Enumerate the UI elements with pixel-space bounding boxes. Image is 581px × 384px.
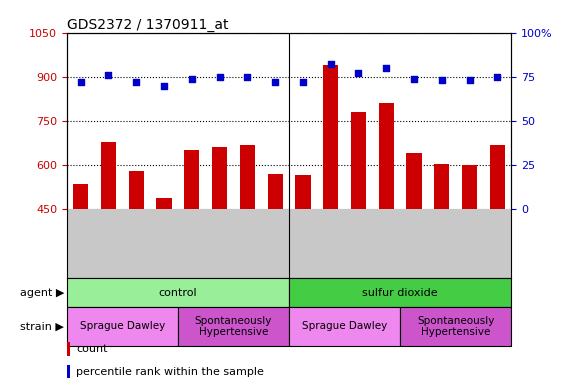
Bar: [101, 142, 116, 209]
Text: count: count: [76, 344, 107, 354]
FancyBboxPatch shape: [67, 307, 178, 346]
Text: sulfur dioxide: sulfur dioxide: [363, 288, 438, 298]
Bar: [67, 365, 70, 379]
FancyBboxPatch shape: [400, 307, 511, 346]
Text: Sprague Dawley: Sprague Dawley: [302, 321, 387, 331]
Bar: [323, 65, 338, 209]
Bar: [73, 184, 88, 209]
FancyBboxPatch shape: [67, 278, 289, 307]
Point: [104, 72, 113, 78]
Bar: [240, 144, 255, 209]
Bar: [184, 151, 199, 209]
Point: [410, 76, 419, 82]
Point: [465, 77, 474, 83]
Bar: [212, 147, 227, 209]
Bar: [67, 342, 70, 356]
Point: [437, 77, 446, 83]
Bar: [351, 112, 366, 209]
Bar: [462, 165, 477, 209]
Bar: [156, 197, 171, 209]
Point: [243, 74, 252, 80]
Text: Spontaneously
Hypertensive: Spontaneously Hypertensive: [195, 316, 272, 337]
Text: GDS2372 / 1370911_at: GDS2372 / 1370911_at: [67, 18, 228, 31]
FancyBboxPatch shape: [289, 278, 511, 307]
Bar: [490, 144, 505, 209]
Point: [271, 79, 280, 85]
Bar: [295, 175, 311, 209]
FancyBboxPatch shape: [178, 307, 289, 346]
Text: agent ▶: agent ▶: [20, 288, 64, 298]
Text: percentile rank within the sample: percentile rank within the sample: [76, 366, 264, 377]
Text: Sprague Dawley: Sprague Dawley: [80, 321, 165, 331]
Point: [76, 79, 85, 85]
Text: strain ▶: strain ▶: [20, 321, 64, 331]
Bar: [407, 153, 422, 209]
Point: [493, 74, 502, 80]
Point: [215, 74, 224, 80]
FancyBboxPatch shape: [289, 307, 400, 346]
Point: [326, 61, 335, 68]
Bar: [434, 164, 450, 209]
Bar: [379, 103, 394, 209]
Bar: [267, 174, 283, 209]
Bar: [128, 171, 144, 209]
Point: [159, 83, 168, 89]
Point: [132, 79, 141, 85]
Point: [354, 70, 363, 76]
Point: [298, 79, 307, 85]
Point: [382, 65, 391, 71]
Text: control: control: [159, 288, 197, 298]
Text: Spontaneously
Hypertensive: Spontaneously Hypertensive: [417, 316, 494, 337]
Point: [187, 76, 196, 82]
